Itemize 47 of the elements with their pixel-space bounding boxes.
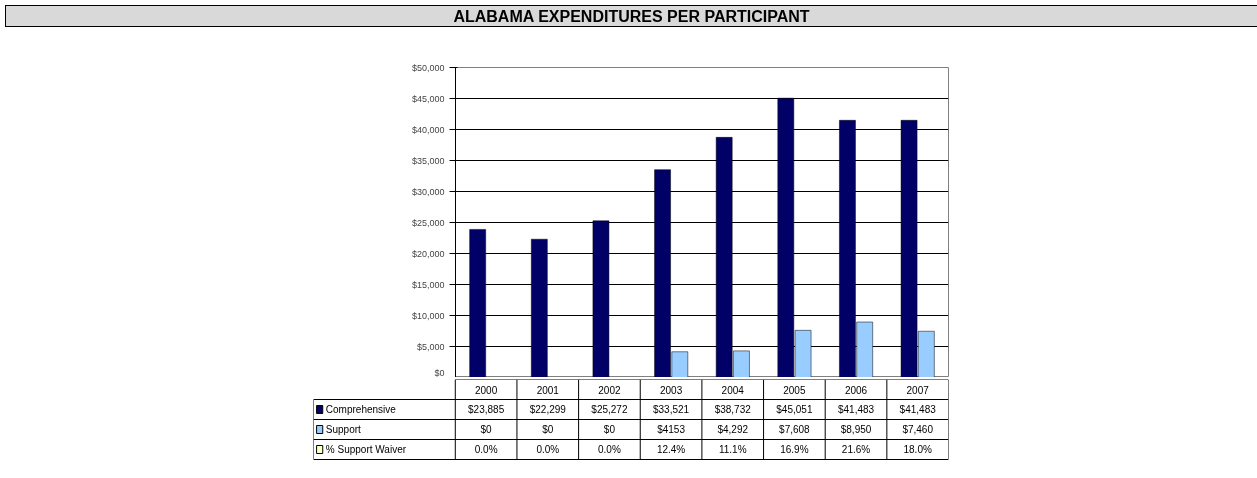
x-tick-label: 2002 — [598, 384, 621, 396]
x-tick-label: 2007 — [906, 384, 930, 396]
data-label: $4153 — [657, 424, 686, 435]
chart-title: ALABAMA EXPENDITURES PER PARTICIPANT — [453, 7, 810, 27]
data-label: $0 — [603, 424, 616, 435]
text: 0.0% — [474, 444, 498, 455]
data-label: $7,608 — [779, 424, 811, 435]
data-label: $38,732 — [714, 404, 752, 415]
x-tick-label: 2003 — [659, 384, 683, 396]
data-label: $41,483 — [837, 404, 875, 415]
data-label: $45,051 — [776, 404, 813, 415]
y-tick-label: $50,000 — [411, 62, 445, 73]
text: 11.1% — [718, 444, 747, 455]
x-tick-label: 2006 — [844, 384, 868, 396]
y-tick-label: $40,000 — [411, 124, 445, 135]
y-tick-label: $45,000 — [411, 93, 445, 104]
x-tick-label: 2005 — [783, 384, 806, 396]
data-label: $8,950 — [840, 424, 872, 435]
y-tick-label: $15,000 — [411, 279, 445, 290]
y-tick-label: $5,000 — [416, 341, 445, 352]
x-tick-label: 2004 — [721, 384, 745, 396]
y-tick-label: $10,000 — [411, 310, 445, 321]
text: 18.0% — [903, 444, 932, 455]
data-label: $33,521 — [653, 404, 690, 415]
y-tick-label: $30,000 — [411, 186, 445, 197]
data-label: $4,292 — [717, 424, 749, 435]
y-tick-label: $0 — [434, 367, 445, 378]
y-tick-label: $20,000 — [411, 248, 445, 259]
y-tick-label: $35,000 — [411, 155, 445, 166]
text: 0.0% — [598, 444, 621, 455]
data-label: $25,272 — [591, 404, 628, 415]
legend-label: Comprehensive — [325, 404, 397, 415]
data-label: $0 — [480, 424, 493, 435]
text: 21.6% — [841, 444, 871, 455]
x-tick-label: 2000 — [475, 384, 498, 396]
data-label: $41,483 — [899, 404, 937, 415]
data-label: $22,299 — [529, 404, 567, 415]
y-tick-label: $25,000 — [411, 217, 445, 228]
text: 16.9% — [780, 444, 809, 455]
text: 12.4% — [656, 444, 686, 455]
legend-label: Support — [325, 424, 362, 435]
x-tick-label: 2001 — [536, 384, 560, 396]
data-label: $7,460 — [902, 424, 934, 435]
text: 0.0% — [536, 444, 560, 455]
legend-label: % Support Waiver — [325, 444, 407, 455]
data-label: $0 — [542, 424, 554, 435]
data-label: $23,885 — [468, 404, 505, 415]
